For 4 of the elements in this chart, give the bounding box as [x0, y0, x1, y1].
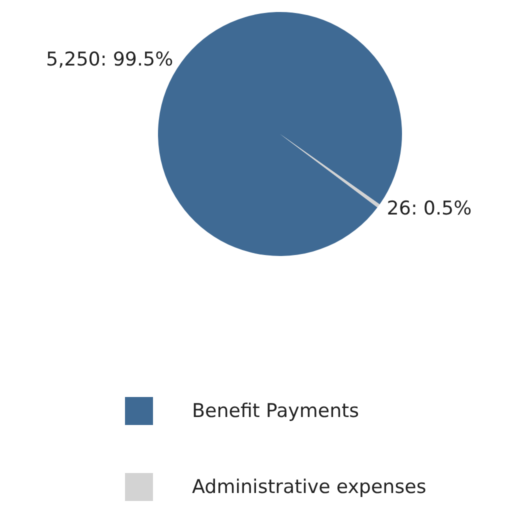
legend-label: Benefit Payments [192, 400, 359, 422]
data-label: 26: 0.5% [386, 197, 472, 220]
data-label: 5,250: 99.5% [46, 48, 174, 71]
legend-label: Administrative expenses [192, 476, 426, 498]
